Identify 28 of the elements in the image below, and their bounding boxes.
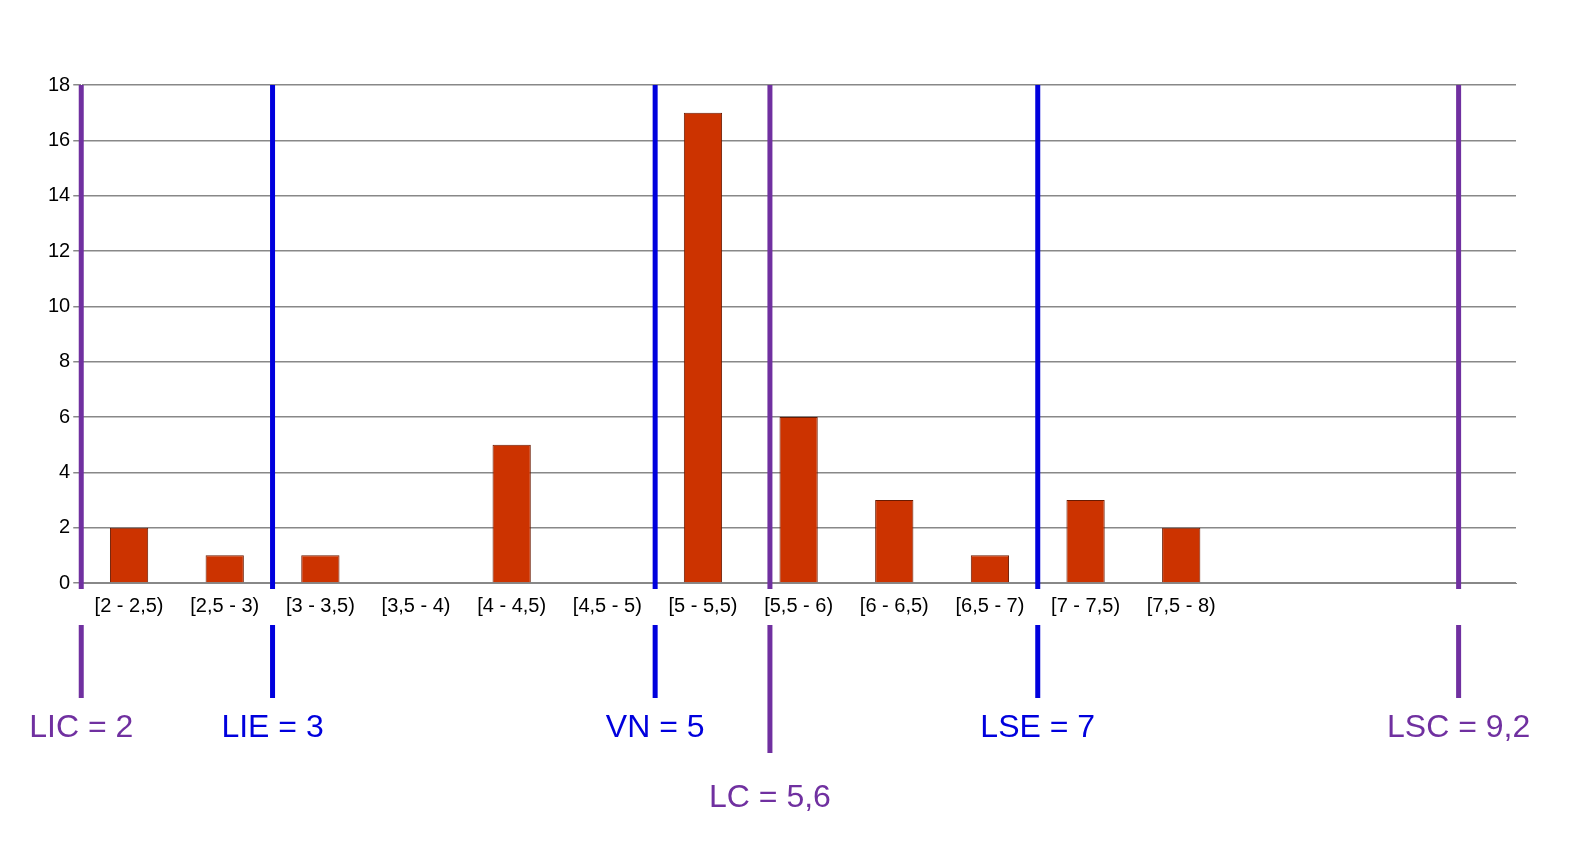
category-label: [7,5 - 8) [1146, 593, 1216, 616]
y-tick-label: 2 [59, 515, 71, 538]
category-label: [3 - 3,5) [285, 593, 355, 616]
y-tick-label: 4 [59, 459, 71, 482]
category-label: [4,5 - 5) [572, 593, 642, 616]
y-tick-label: 12 [48, 238, 71, 261]
ref-line-label: VN = 5 [605, 707, 705, 744]
category-label: [2 - 2,5) [94, 593, 164, 616]
category-label: [4 - 4,5) [477, 593, 547, 616]
ref-line-label: LC = 5,6 [709, 777, 831, 814]
ref-line-label: LSE = 7 [980, 707, 1096, 744]
ref-line-label: LIE = 3 [221, 707, 324, 744]
category-label: [6 - 6,5) [859, 593, 929, 616]
category-label: [5,5 - 6) [764, 593, 834, 616]
y-tick-label: 16 [48, 127, 71, 150]
category-label: [5 - 5,5) [668, 593, 738, 616]
ref-line-label: LIC = 2 [29, 707, 134, 744]
y-tick-label: 18 [48, 72, 71, 95]
ref-line-label: LSC = 9,2 [1387, 707, 1531, 744]
category-label: [6,5 - 7) [955, 593, 1025, 616]
y-tick-label: 0 [59, 570, 71, 593]
y-tick-label: 6 [59, 404, 71, 427]
category-label: [7 - 7,5) [1051, 593, 1121, 616]
category-label: [3,5 - 4) [381, 593, 451, 616]
category-label: [2,5 - 3) [190, 593, 260, 616]
y-tick-label: 14 [48, 183, 71, 206]
y-tick-label: 10 [48, 293, 71, 316]
y-tick-label: 8 [59, 349, 71, 372]
